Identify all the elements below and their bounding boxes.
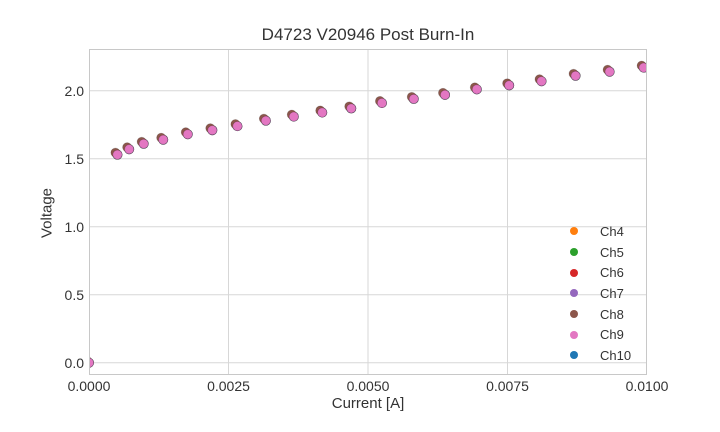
legend-label: Ch10 — [600, 347, 632, 363]
data-point-ch9 — [471, 84, 482, 95]
legend-item-ch10: Ch10 — [570, 345, 631, 366]
legend-item-ch7: Ch7 — [570, 283, 631, 304]
legend-item-ch9: Ch9 — [570, 324, 631, 345]
data-point-ch9 — [260, 115, 271, 126]
x-tick-label: 0.0050 — [346, 378, 390, 394]
legend-marker-ch4 — [570, 227, 578, 236]
legend-marker-ch7 — [570, 289, 578, 298]
plot-area — [89, 49, 647, 375]
legend-marker-ch8 — [570, 310, 578, 319]
y-tick-label: 2.0 — [64, 82, 84, 99]
legend-marker-ch9 — [570, 330, 578, 339]
data-point-ch9 — [317, 107, 328, 118]
x-tick-label: 0.0025 — [207, 378, 250, 394]
legend-label: Ch9 — [600, 327, 624, 343]
x-tick-label: 0.0100 — [625, 378, 669, 394]
data-point-ch9 — [124, 144, 135, 155]
data-point-ch9 — [346, 103, 357, 114]
x-tick-label: 0.0075 — [486, 378, 529, 394]
data-point-ch9 — [440, 89, 451, 100]
data-point-ch9 — [638, 62, 647, 73]
legend-label: Ch6 — [600, 265, 624, 281]
legend-label: Ch4 — [600, 223, 624, 239]
legend-label: Ch5 — [600, 244, 624, 260]
data-point-ch9 — [376, 97, 387, 108]
x-axis-label: Current [A] — [331, 395, 405, 412]
y-tick-label: 0.5 — [64, 286, 84, 303]
gridlines — [89, 49, 647, 375]
legend-label: Ch7 — [600, 285, 624, 301]
data-point-ch9 — [138, 138, 149, 149]
data-point-ch9 — [604, 66, 615, 77]
data-point-ch9 — [408, 93, 419, 104]
data-point-ch9 — [89, 357, 94, 368]
y-tick-label: 1.0 — [64, 218, 84, 235]
y-tick-label: 1.5 — [64, 150, 84, 167]
legend: Ch4 Ch5 Ch6 Ch7 Ch8 Ch9 Ch10 — [570, 221, 631, 366]
series-ch9 — [89, 62, 647, 368]
legend-label: Ch8 — [600, 306, 624, 322]
data-point-ch9 — [158, 134, 169, 145]
data-point-ch9 — [207, 125, 218, 136]
legend-marker-ch10 — [570, 351, 578, 360]
chart-title: D4723 V20946 Post Burn-In — [261, 25, 475, 44]
legend-marker-ch5 — [570, 248, 578, 257]
y-tick-label: 0.0 — [64, 354, 84, 371]
legend-item-ch8: Ch8 — [570, 304, 631, 325]
data-point-ch9 — [182, 129, 193, 140]
data-point-ch9 — [504, 80, 515, 91]
data-point-ch9 — [112, 149, 123, 160]
data-point-ch9 — [288, 111, 299, 122]
legend-item-ch5: Ch5 — [570, 242, 631, 263]
data-point-ch9 — [570, 70, 581, 81]
axes-spines — [89, 49, 647, 375]
data-point-ch9 — [232, 121, 243, 132]
legend-item-ch6: Ch6 — [570, 262, 631, 283]
legend-marker-ch6 — [570, 268, 578, 277]
data-point-ch9 — [536, 76, 547, 87]
legend-item-ch4: Ch4 — [570, 221, 631, 242]
x-tick-label: 0.0000 — [67, 378, 111, 394]
